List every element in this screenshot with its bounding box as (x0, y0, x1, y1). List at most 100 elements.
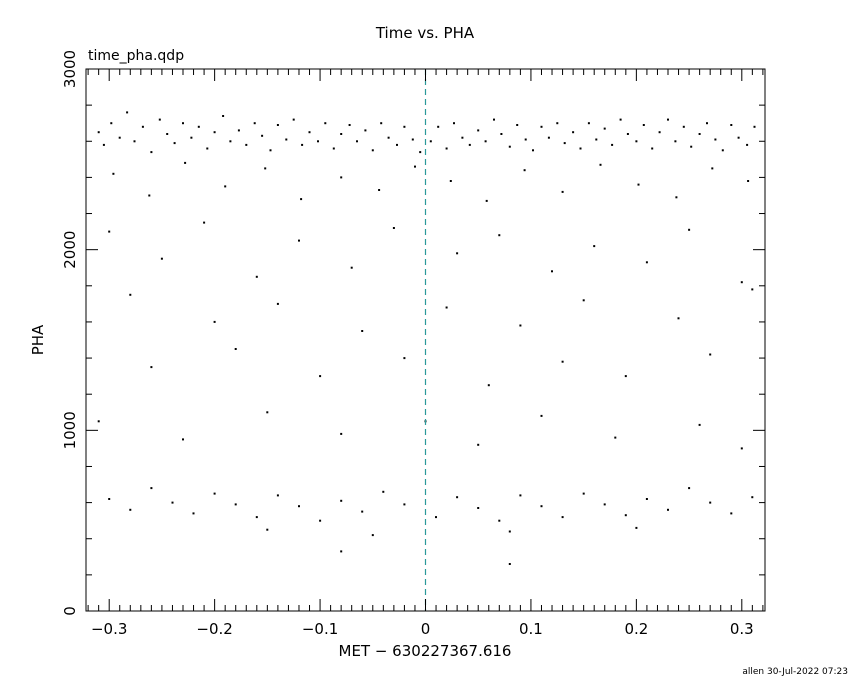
scatter-point (468, 143, 471, 146)
scatter-point (635, 140, 638, 143)
scatter-point (556, 122, 559, 125)
scatter-point (237, 129, 240, 132)
scatter-point (477, 443, 480, 446)
scatter-point (498, 519, 501, 522)
scatter-point (266, 411, 269, 414)
y-tick-label: 3000 (61, 50, 79, 88)
scatter-point (361, 330, 364, 332)
scatter-point (197, 125, 200, 128)
scatter-point (348, 124, 351, 126)
x-tick-label: −0.2 (196, 620, 232, 638)
scatter-point (148, 194, 151, 197)
scatter-point (184, 161, 187, 164)
scatter-point (445, 147, 448, 150)
scatter-point (563, 142, 566, 145)
scatter-point (747, 180, 750, 182)
scatter-point (477, 129, 480, 132)
scatter-point (392, 227, 395, 229)
scatter-point (276, 302, 279, 305)
scatter-point (292, 118, 295, 121)
scatter-point (222, 115, 225, 117)
scatter-point (387, 136, 390, 139)
scatter-point (524, 138, 527, 141)
chart-subtitle: time_pha.qdp (88, 48, 184, 64)
scatter-point (173, 142, 176, 145)
scatter-point (561, 190, 564, 193)
scatter-point (698, 133, 701, 135)
scatter-point (269, 149, 272, 152)
scatter-point (361, 510, 364, 513)
scatter-point (110, 122, 113, 125)
scatter-point (166, 133, 169, 135)
scatter-point (264, 167, 267, 170)
scatter-point (540, 414, 543, 417)
scatter-point (711, 167, 714, 170)
scatter-point (540, 125, 543, 128)
scatter-point (645, 498, 648, 500)
scatter-point (182, 438, 184, 441)
scatter-point (461, 136, 464, 139)
scatter-point (709, 501, 712, 504)
scatter-point (403, 503, 406, 506)
scatter-point (129, 508, 132, 511)
scatter-point (595, 138, 598, 141)
scatter-point (698, 423, 701, 426)
scatter-point (118, 136, 121, 139)
scatter-point (614, 436, 617, 439)
scatter-point (740, 281, 743, 284)
footer-credit: allen 30-Jul-2022 07:23 (742, 667, 848, 677)
scatter-point (675, 196, 678, 199)
scatter-point (234, 503, 237, 506)
scatter-point (255, 516, 258, 519)
scatter-point (642, 124, 645, 126)
scatter-point (730, 512, 733, 515)
scatter-point (429, 140, 432, 143)
scatter-point (126, 111, 129, 114)
scatter-point (456, 496, 459, 499)
scatter-point (619, 118, 622, 121)
scatter-point (667, 508, 669, 511)
scatter-point (714, 138, 717, 141)
x-axis-label: MET − 630227367.616 (339, 642, 512, 660)
scatter-point (593, 245, 596, 248)
scatter-point (493, 118, 495, 121)
scatter-point (206, 147, 209, 150)
scatter-point (160, 257, 163, 260)
scatter-point (753, 125, 756, 128)
scatter-point (403, 125, 406, 128)
x-tick-label: 0 (421, 620, 431, 638)
scatter-point (108, 230, 111, 233)
scatter-point (445, 306, 448, 309)
scatter-point (298, 505, 300, 508)
scatter-point (487, 384, 490, 387)
scatter-point (658, 131, 661, 134)
scatter-point (579, 147, 582, 150)
y-axis-ticks: 0 1000 2000 3000 (61, 50, 765, 616)
scatter-point (158, 118, 161, 121)
scatter-points (97, 111, 756, 565)
scatter-point (97, 131, 100, 134)
scatter-point (516, 124, 519, 126)
scatter-point (340, 550, 343, 553)
scatter-point (414, 165, 416, 168)
scatter-point (599, 163, 602, 166)
x-axis-ticks: −0.3 −0.2 −0.1 0 0.1 0.2 0.3 (87, 69, 764, 638)
scatter-point (253, 122, 256, 125)
scatter-point (298, 239, 300, 242)
x-tick-label: 0.2 (624, 620, 648, 638)
scatter-point (453, 122, 455, 125)
scatter-point (150, 366, 153, 369)
scatter-point (234, 348, 237, 350)
scatter-point (340, 432, 343, 435)
scatter-point (266, 528, 269, 531)
scatter-point (182, 122, 184, 125)
scatter-point (561, 516, 564, 519)
scatter-point (651, 147, 654, 150)
scatter-point (319, 519, 322, 522)
scatter-point (523, 169, 526, 172)
scatter-point (508, 530, 511, 533)
scatter-point (245, 143, 248, 146)
scatter-point (674, 140, 677, 143)
scatter-point (561, 360, 564, 363)
